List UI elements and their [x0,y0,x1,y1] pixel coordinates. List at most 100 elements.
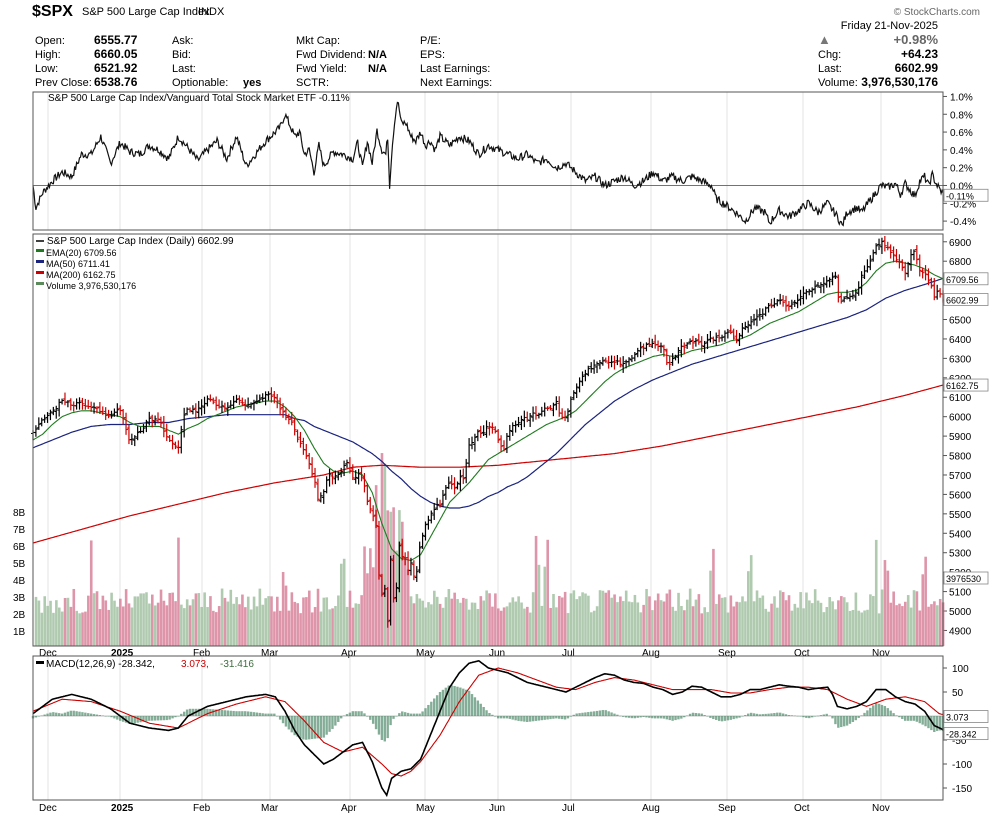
macd-histogram-bar [662,716,666,719]
volume-bar [322,597,326,646]
volume-bar [348,590,352,646]
volume-bar [293,601,297,646]
macd-histogram-bar [92,714,96,716]
macd-histogram-bar [799,716,802,717]
up-arrow-icon: ▲ [818,32,831,47]
macd-histogram-bar [145,716,148,722]
macd-legend-histogram: -31.416 [220,659,254,670]
volume-bar [921,574,925,646]
chg-label: Chg: [818,49,842,61]
macd-histogram-bar [78,711,81,716]
volume-bar [270,596,273,646]
volume-bar [924,556,927,646]
volume-bar [636,602,640,646]
price-tick-label: 5300 [949,549,972,560]
volume-bar [401,521,404,646]
macd-histogram-bar [310,716,314,740]
macd-histogram-bar [735,716,738,719]
volume-bar [645,588,648,646]
macd-histogram-bar [238,711,241,716]
macd-histogram-bar [706,716,709,717]
volume-bar [450,598,454,646]
macd-histogram-bar [709,716,712,718]
open-value: 6555.77 [94,33,138,47]
macd-histogram-bar [590,711,593,716]
macd-histogram-bar [360,711,363,716]
price-tick-label: 5000 [949,607,972,618]
macd-legend-signal: 3.073, [181,659,209,670]
volume-bar [104,600,108,646]
volume-bar [813,589,817,646]
volume-bar [217,606,221,646]
macd-histogram-bar [790,715,794,716]
volume-bar [901,606,904,646]
volume-bar [889,602,893,646]
macd-histogram-bar [680,716,683,719]
macd-histogram-bar [651,716,654,719]
volume-bar [235,597,238,646]
macd-histogram-bar [401,711,404,716]
volume-bar [191,599,195,646]
macd-histogram-bar [380,716,384,740]
macd-histogram-bar [880,704,884,716]
fwd-dividend-label: Fwd Dividend: [296,49,366,61]
volume-bar [787,595,791,646]
fwd-yield-label: Fwd Yield: [296,63,347,75]
macd-histogram-bar [197,708,200,716]
volume-bar [735,601,738,646]
volume-bar [517,596,520,646]
macd-histogram-bar [694,713,698,716]
volume-bar [212,610,215,646]
macd-histogram-bar [273,713,276,716]
macd-histogram-bar [938,716,942,731]
volume-bar [427,602,430,646]
volume-bar [226,601,230,646]
volume-bar [523,608,526,646]
macd-histogram-bar [671,716,674,721]
volume-bar [313,607,317,646]
macd-histogram-bar [886,708,889,716]
volume-bar [834,609,837,646]
rel-tick-label: 0.2% [950,164,973,175]
price-panel: 4900500051005200530054005500560057005800… [13,233,989,659]
volume-bar [328,609,331,646]
macd-histogram-bar [244,711,247,716]
macd-histogram-bar [107,716,110,717]
low-label: Low: [35,63,59,75]
macd-histogram-bar [37,716,41,717]
volume-bar [496,608,500,646]
macd-histogram-bar [246,711,250,716]
volume-bar [276,596,279,646]
macd-histogram-bar [842,716,846,727]
macd-histogram-bar [377,716,381,735]
volume-bar [592,610,596,646]
macd-histogram-bar [863,712,866,716]
volume-bar [49,600,52,646]
macd-histogram-bar [845,716,849,726]
volume-bar [860,612,863,646]
fwd-dividend-value: N/A [368,49,387,61]
macd-histogram-bar [773,713,776,716]
macd-tick-label: -50 [952,736,967,747]
macd-histogram-bar [142,716,145,722]
macd-legend-swatch [36,661,44,664]
macd-histogram-bar [104,716,107,717]
volume-bar [886,570,890,646]
volume-bar [87,595,90,646]
macd-histogram-bar [156,716,160,721]
volume-bar [729,595,733,646]
volume-bar [828,597,832,646]
sctr-label: SCTR: [296,77,329,89]
volume-bar [598,590,602,646]
macd-last-label: -28.342 [946,730,977,740]
volume-bar [703,607,706,646]
macd-histogram-bar [747,713,750,716]
volume-bar [685,599,689,646]
macd-histogram-bar [822,714,825,716]
volume-bar [430,604,433,646]
volume-bar [624,590,628,646]
legend-swatch [36,271,44,274]
macd-histogram-bar [159,716,163,721]
volume-bar [444,597,448,646]
volume-bar [113,600,116,646]
